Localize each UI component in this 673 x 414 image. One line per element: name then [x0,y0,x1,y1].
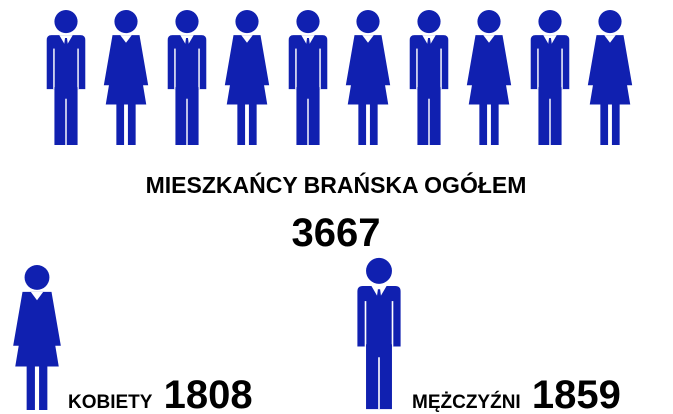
icon-row [45,10,633,145]
women-value: 1808 [164,373,253,414]
total-value: 3667 [292,211,381,255]
woman-icon [13,265,61,410]
man-icon [166,10,208,145]
man-icon [529,10,571,145]
man-icon [287,10,329,145]
men-label: MĘŻCZYŹNI [412,391,521,413]
woman-icon [103,10,149,145]
man-icon [45,10,87,145]
women-label: KOBIETY [68,392,153,413]
title: MIESZKAŃCY BRAŃSKA OGÓŁEM [146,171,527,198]
woman-icon [466,10,512,145]
women-summary: KOBIETY 1808 [68,373,253,414]
woman-icon [587,10,633,145]
man-icon [356,257,402,410]
men-summary: MĘŻCZYŹNI 1859 [412,373,621,414]
woman-icon [345,10,391,145]
woman-icon [224,10,270,145]
man-icon [408,10,450,145]
men-value: 1859 [532,373,621,414]
